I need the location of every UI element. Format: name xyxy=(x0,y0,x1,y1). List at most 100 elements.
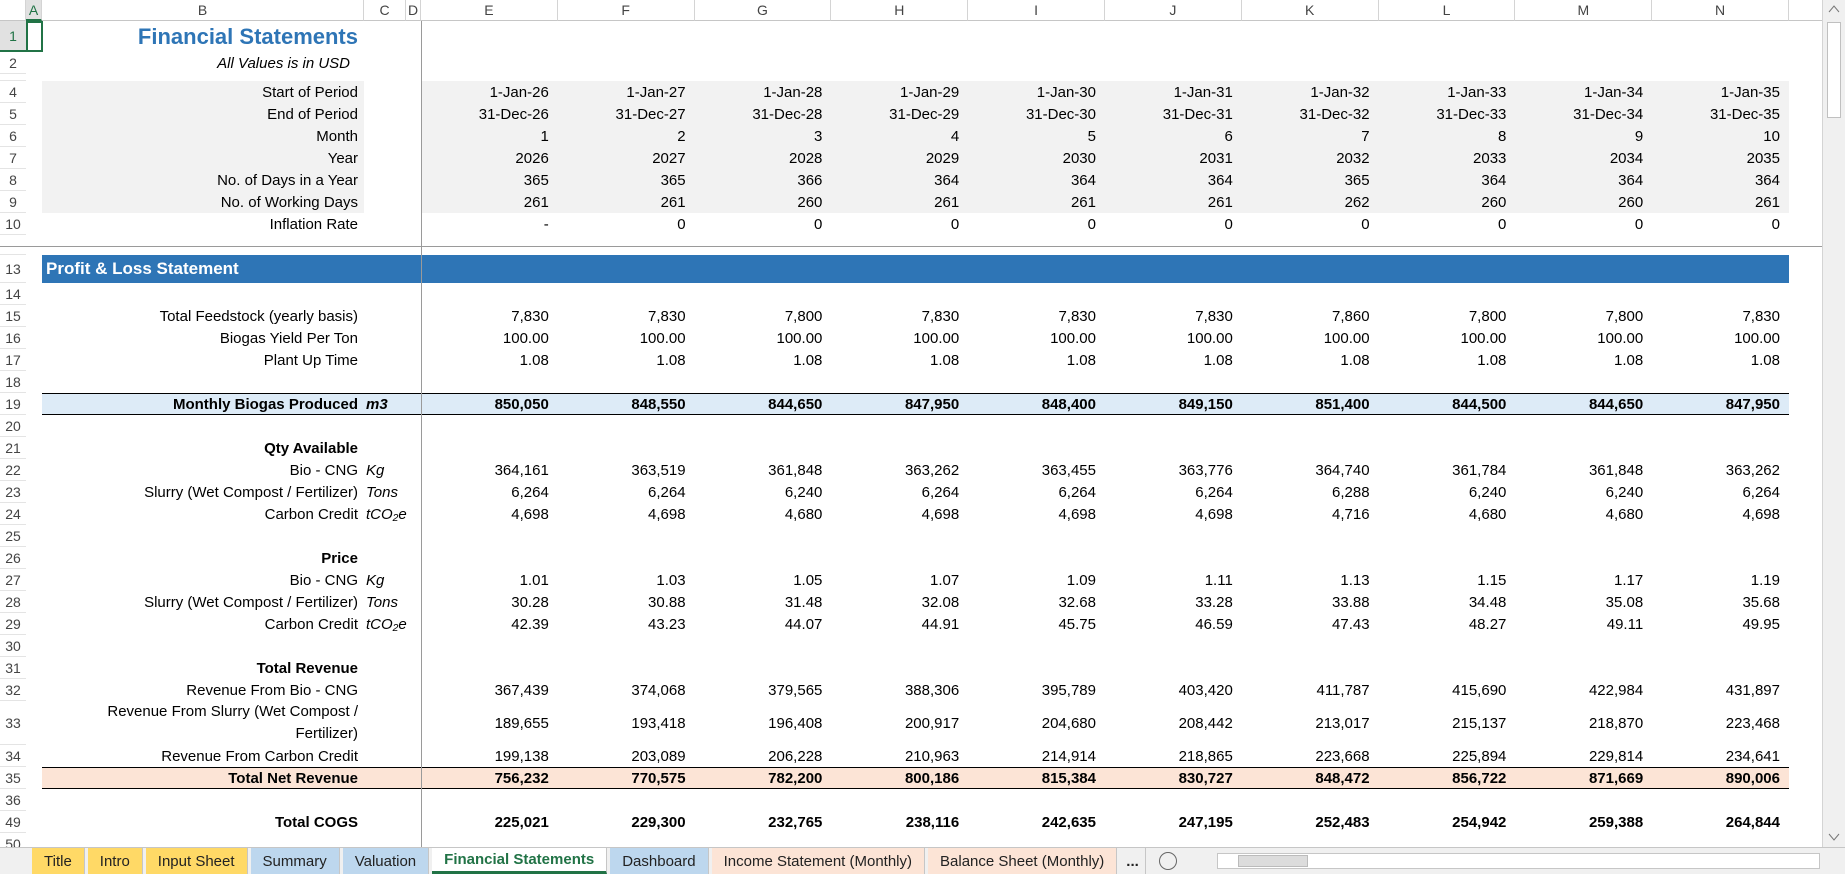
row-number: 34 xyxy=(0,745,26,767)
row-number: 22 xyxy=(0,459,26,481)
value-cell: 1.17 xyxy=(1613,571,1644,589)
value-cell: 361,848 xyxy=(1588,461,1644,479)
value-cell: 1.13 xyxy=(1340,571,1370,589)
add-sheet-button[interactable] xyxy=(1158,852,1177,870)
sheet-tab[interactable]: Balance Sheet (Monthly) xyxy=(928,848,1118,874)
value-cell: 6,264 xyxy=(921,483,960,501)
row-number: 15 xyxy=(0,305,26,327)
value-cell: 364,740 xyxy=(1315,461,1370,479)
value-cell: 0 xyxy=(814,215,823,233)
value-cell: 32.08 xyxy=(921,593,960,611)
value-cell: 100.00 xyxy=(1460,329,1507,347)
value-cell: 7,800 xyxy=(1605,307,1644,325)
value-cell: 388,306 xyxy=(904,681,960,699)
value-cell: 4,698 xyxy=(511,505,549,523)
column-header: H xyxy=(831,0,969,21)
unit-label: Tons xyxy=(366,593,398,611)
sheet-tab[interactable]: Dashboard xyxy=(610,848,709,874)
value-cell: 43.23 xyxy=(648,615,686,633)
value-cell: 31-Dec-27 xyxy=(615,105,686,123)
value-cell: 7,830 xyxy=(511,307,549,325)
value-cell: 31-Dec-30 xyxy=(1025,105,1096,123)
value-cell: 44.07 xyxy=(784,615,823,633)
scroll-thumb[interactable] xyxy=(1237,855,1308,867)
row-number: 5 xyxy=(0,103,26,125)
value-cell: 203,089 xyxy=(631,747,686,765)
value-cell: 7,830 xyxy=(1195,307,1233,325)
value-cell: 100.00 xyxy=(913,329,960,347)
row-number: 21 xyxy=(0,437,26,459)
row-label: Total Revenue xyxy=(256,659,358,677)
row-number: 18 xyxy=(0,371,26,393)
value-cell: 782,200 xyxy=(768,769,823,787)
value-cell: 379,565 xyxy=(768,681,823,699)
value-cell: 2030 xyxy=(1062,149,1096,167)
value-cell: 1.01 xyxy=(519,571,549,589)
value-cell: 363,262 xyxy=(904,461,960,479)
sheet-tab[interactable]: Income Statement (Monthly) xyxy=(711,848,926,874)
value-cell: - xyxy=(543,215,549,233)
value-cell: 7,830 xyxy=(1742,307,1780,325)
sheet-tab[interactable]: Input Sheet xyxy=(145,848,248,874)
scroll-thumb[interactable] xyxy=(1827,22,1841,118)
sheet-tab[interactable]: Valuation xyxy=(342,848,430,874)
value-cell: 0 xyxy=(950,215,960,233)
row-number: 23 xyxy=(0,481,26,503)
value-cell: 1.08 xyxy=(1477,351,1507,369)
value-cell: 364,161 xyxy=(494,461,549,479)
value-cell: 7 xyxy=(1361,127,1370,145)
scroll-up-arrow[interactable] xyxy=(1828,4,1840,14)
value-cell: 365 xyxy=(523,171,549,189)
unit-label: tCO₂e xyxy=(366,615,407,633)
value-cell: 4,698 xyxy=(1742,505,1780,523)
value-cell: 261 xyxy=(523,193,549,211)
row-fill xyxy=(421,169,1789,191)
value-cell: 1-Jan-29 xyxy=(899,83,960,101)
vertical-scrollbar[interactable] xyxy=(1822,0,1845,847)
row-label: Year xyxy=(327,149,358,167)
value-cell: 100.00 xyxy=(1186,329,1233,347)
value-cell: 260 xyxy=(1618,193,1644,211)
value-cell: 6,240 xyxy=(784,483,823,501)
row-number: 29 xyxy=(0,613,26,635)
value-cell: 49.95 xyxy=(1742,615,1780,633)
row-number xyxy=(0,74,26,81)
value-cell: 1-Jan-32 xyxy=(1310,83,1370,101)
value-cell: 200,917 xyxy=(904,714,960,732)
value-cell: 0 xyxy=(1361,215,1370,233)
horizontal-scrollbar[interactable] xyxy=(1216,853,1820,869)
value-cell: 6,264 xyxy=(648,483,686,501)
value-cell: 422,984 xyxy=(1588,681,1644,699)
row-fill xyxy=(421,81,1789,103)
row-label: Total Net Revenue xyxy=(228,769,358,787)
more-tabs[interactable]: ... xyxy=(1120,848,1146,874)
value-cell: 204,680 xyxy=(1041,714,1096,732)
sheet-tab[interactable]: Summary xyxy=(250,848,340,874)
row-fill xyxy=(421,103,1789,125)
row-number: 30 xyxy=(0,635,26,657)
value-cell: 1-Jan-34 xyxy=(1583,83,1644,101)
value-cell: 206,228 xyxy=(768,747,823,765)
column-header: E xyxy=(421,0,558,21)
value-cell: 2035 xyxy=(1746,149,1780,167)
value-cell: 365 xyxy=(1344,171,1370,189)
sheet-tab[interactable]: Financial Statements xyxy=(432,848,608,874)
value-cell: 42.39 xyxy=(511,615,549,633)
sheet-tab[interactable]: Title xyxy=(32,848,85,874)
sheet-tab[interactable]: Intro xyxy=(87,848,143,874)
row-number: 33 xyxy=(0,701,26,745)
value-cell: 214,914 xyxy=(1041,747,1096,765)
value-cell: 415,690 xyxy=(1452,681,1507,699)
value-cell: 31-Dec-34 xyxy=(1573,105,1644,123)
row-number: 35 xyxy=(0,767,26,789)
value-cell: 189,655 xyxy=(494,714,549,732)
scroll-down-arrow[interactable] xyxy=(1828,832,1840,842)
value-cell: 2026 xyxy=(515,149,549,167)
column-header: C xyxy=(364,0,406,21)
value-cell: 210,963 xyxy=(904,747,960,765)
value-cell: 6,240 xyxy=(1605,483,1644,501)
value-cell: 844,650 xyxy=(768,395,823,413)
row-number: 26 xyxy=(0,547,26,569)
value-cell: 31-Dec-32 xyxy=(1299,105,1370,123)
